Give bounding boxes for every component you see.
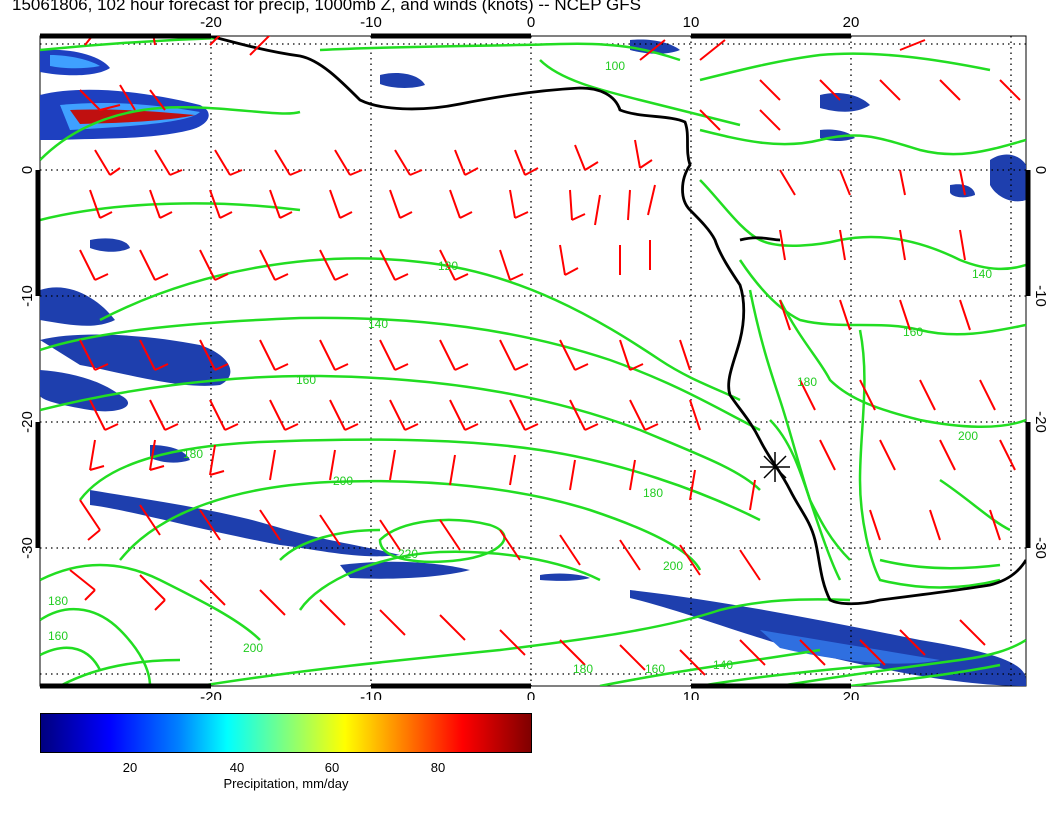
svg-text:140: 140: [972, 267, 992, 281]
svg-text:140: 140: [713, 658, 733, 672]
svg-text:180: 180: [643, 486, 663, 500]
svg-text:20: 20: [843, 689, 860, 700]
wind-barbs: [69, 36, 1021, 676]
lon-labels-bottom: -20 -10 0 10 20: [200, 689, 859, 700]
svg-text:0: 0: [527, 14, 535, 31]
colorbar-tick: 40: [229, 760, 245, 775]
svg-text:160: 160: [296, 373, 316, 387]
svg-text:-10: -10: [360, 689, 382, 700]
svg-text:140: 140: [368, 317, 388, 331]
axis-frame-marks: [35, 33, 1031, 689]
svg-text:-20: -20: [200, 14, 222, 31]
asterisk-marker-icon: [760, 452, 790, 482]
svg-text:180: 180: [183, 447, 203, 461]
svg-text:180: 180: [797, 375, 817, 389]
colorbar-tick: 60: [324, 760, 340, 775]
svg-text:200: 200: [958, 429, 978, 443]
svg-text:160: 160: [48, 629, 68, 643]
svg-text:-30: -30: [1032, 537, 1049, 559]
svg-text:180: 180: [48, 594, 68, 608]
svg-text:200: 200: [663, 559, 683, 573]
precip-colorbar: [40, 713, 532, 753]
svg-text:180: 180: [573, 662, 593, 676]
map-title: 15061806, 102 hour forecast for precip, …: [12, 0, 641, 14]
colorbar-tick: 80: [430, 760, 446, 775]
height-contours: [40, 36, 1026, 686]
svg-text:-20: -20: [19, 411, 36, 433]
contour-labels: 100 120 140 160 180 200 220 140 160 180 …: [48, 59, 992, 676]
svg-text:120: 120: [438, 259, 458, 273]
svg-text:-10: -10: [19, 285, 36, 307]
svg-text:-20: -20: [1032, 411, 1049, 433]
svg-text:-10: -10: [1032, 285, 1049, 307]
svg-text:-20: -20: [200, 689, 222, 700]
svg-text:0: 0: [1032, 166, 1049, 174]
lon-labels-top: -20 -10 0 10 20: [200, 14, 859, 31]
svg-text:160: 160: [645, 662, 665, 676]
coastline: [209, 36, 1026, 606]
svg-text:200: 200: [243, 641, 263, 655]
svg-text:10: 10: [683, 689, 700, 700]
svg-text:160: 160: [903, 325, 923, 339]
colorbar-tick: 20: [122, 760, 138, 775]
precip-areas: [40, 39, 1026, 686]
svg-text:-30: -30: [19, 537, 36, 559]
svg-text:0: 0: [527, 689, 535, 700]
svg-text:-10: -10: [360, 14, 382, 31]
lat-labels-left: 0 -10 -20 -30: [19, 166, 36, 559]
svg-text:220: 220: [398, 547, 418, 561]
lat-labels-right: 0 -10 -20 -30: [1032, 166, 1049, 559]
svg-text:200: 200: [333, 474, 353, 488]
forecast-map: 100 120 140 160 180 200 220 140 160 180 …: [19, 14, 1049, 700]
svg-text:100: 100: [605, 59, 625, 73]
svg-text:0: 0: [19, 166, 36, 174]
svg-text:10: 10: [683, 14, 700, 31]
svg-text:20: 20: [843, 14, 860, 31]
colorbar-label: Precipitation, mm/day: [223, 776, 349, 791]
